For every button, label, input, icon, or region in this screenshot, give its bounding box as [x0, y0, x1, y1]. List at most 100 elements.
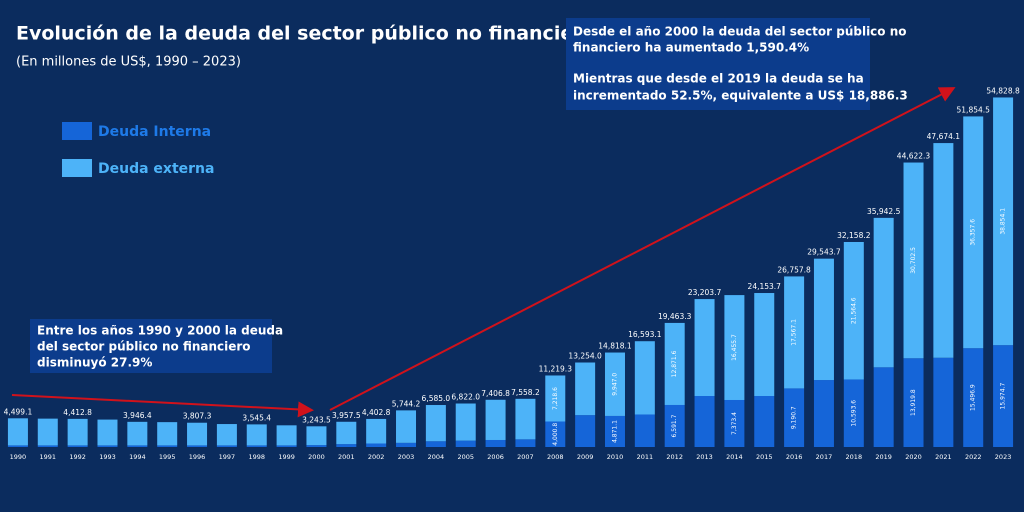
legend-swatch: [62, 159, 92, 177]
bar-segment: [724, 399, 745, 447]
x-tick-label: 1993: [99, 453, 116, 461]
bar-segment: [993, 345, 1014, 447]
x-tick-label: 1997: [219, 453, 236, 461]
x-tick-label: 2004: [428, 453, 445, 461]
annotation: Desde el año 2000 la deuda del sector pú…: [573, 25, 907, 39]
total-label: 54,828.8: [986, 86, 1020, 95]
bar-segment: [604, 352, 625, 416]
segment-label: 6,591.7: [671, 414, 678, 437]
bar-segment: [425, 405, 446, 442]
x-tick-label: 2000: [308, 453, 325, 461]
bar-segment: [67, 418, 88, 446]
total-label: 3,243.5: [302, 415, 331, 424]
bar-segment: [634, 341, 655, 415]
total-label: 5,744.2: [392, 399, 421, 408]
bar-segment: [7, 418, 28, 446]
bar-segment: [336, 444, 357, 447]
legend-swatch: [62, 122, 92, 140]
annotation-box: [566, 18, 870, 110]
bar-segment: [515, 439, 536, 447]
chart-subtitle: (En millones de US$, 1990 – 2023): [16, 55, 241, 70]
total-label: 13,254.0: [568, 352, 602, 361]
bar-segment: [843, 379, 864, 447]
arrow: [11, 394, 314, 418]
bar-segment: [7, 445, 28, 447]
bar-segment: [694, 299, 715, 396]
total-label: 19,463.3: [658, 312, 692, 321]
total-label: 26,757.8: [777, 265, 811, 274]
total-label: 7,558.2: [511, 388, 540, 397]
bar-segment: [903, 162, 924, 359]
x-tick-label: 2023: [995, 453, 1012, 461]
legend-label: Deuda externa: [98, 161, 214, 177]
bar-segment: [575, 362, 596, 416]
x-tick-label: 2002: [368, 453, 385, 461]
bar-segment: [754, 293, 775, 396]
bar-segment: [813, 258, 834, 381]
bar-segment: [306, 426, 327, 446]
total-label: 3,957.5: [332, 411, 361, 420]
x-tick-label: 2017: [816, 453, 833, 461]
bar-segment: [97, 419, 118, 446]
bar-segment: [336, 421, 357, 445]
bar-segment: [664, 404, 685, 447]
segment-label: 13,919.8: [910, 389, 917, 416]
bar-segment: [187, 445, 208, 447]
bar-segment: [903, 358, 924, 447]
bar-segment: [575, 415, 596, 447]
bar-segment: [963, 348, 984, 447]
x-tick-label: 2009: [577, 453, 594, 461]
bar-segment: [187, 422, 208, 446]
annotation: Mientras que desde el 2019 la deuda se h…: [573, 72, 864, 86]
bar-segment: [724, 295, 745, 400]
segment-label: 21,564.6: [850, 297, 857, 324]
bar-segment: [366, 443, 387, 447]
x-tick-label: 1994: [129, 453, 146, 461]
segment-label: 9,947.0: [611, 373, 618, 396]
segment-label: 7,218.6: [552, 387, 559, 410]
bar-segment: [545, 421, 566, 447]
segment-label: 36,357.6: [970, 219, 977, 246]
segment-label: 7,373.4: [731, 412, 738, 435]
bar-segment: [216, 424, 237, 446]
x-tick-label: 2018: [846, 453, 863, 461]
total-label: 3,545.4: [242, 413, 271, 422]
legend-label: Deuda Interna: [98, 124, 211, 140]
bar-segment: [276, 425, 297, 446]
bar-segment: [366, 418, 387, 444]
x-tick-label: 2019: [875, 453, 892, 461]
segment-label: 16,455.7: [731, 334, 738, 361]
annotation: financiero ha aumentado 1,590.4%: [573, 41, 809, 55]
bar-segment: [604, 415, 625, 447]
x-tick-label: 2007: [517, 453, 534, 461]
x-tick-label: 1998: [248, 453, 265, 461]
x-tick-label: 1999: [278, 453, 295, 461]
x-tick-label: 2020: [905, 453, 922, 461]
segment-label: 17,567.1: [791, 319, 798, 346]
x-tick-label: 1992: [69, 453, 86, 461]
total-label: 7,406.8: [481, 389, 510, 398]
bar-segment: [246, 424, 267, 446]
total-label: 3,807.3: [183, 412, 212, 421]
bar-segment: [784, 388, 805, 447]
x-tick-label: 1996: [189, 453, 206, 461]
segment-label: 12,871.6: [671, 350, 678, 377]
bar-segment: [127, 421, 148, 446]
bar-segment: [37, 418, 58, 446]
bar-segment: [37, 445, 58, 447]
segment-label: 38,854.1: [1000, 208, 1007, 235]
bar-segment: [933, 143, 954, 358]
total-label: 32,158.2: [837, 231, 871, 240]
x-tick-label: 2014: [726, 453, 743, 461]
annotation: incrementado 52.5%, equivalente a US$ 18…: [573, 89, 908, 103]
bar-segment: [67, 445, 88, 447]
bar-segment: [246, 445, 267, 447]
total-label: 35,942.5: [867, 207, 901, 216]
annotation-box: [30, 319, 272, 373]
x-tick-label: 2005: [457, 453, 474, 461]
bar-segment: [813, 380, 834, 447]
bar-segment: [455, 403, 476, 441]
bar-segment: [754, 396, 775, 447]
